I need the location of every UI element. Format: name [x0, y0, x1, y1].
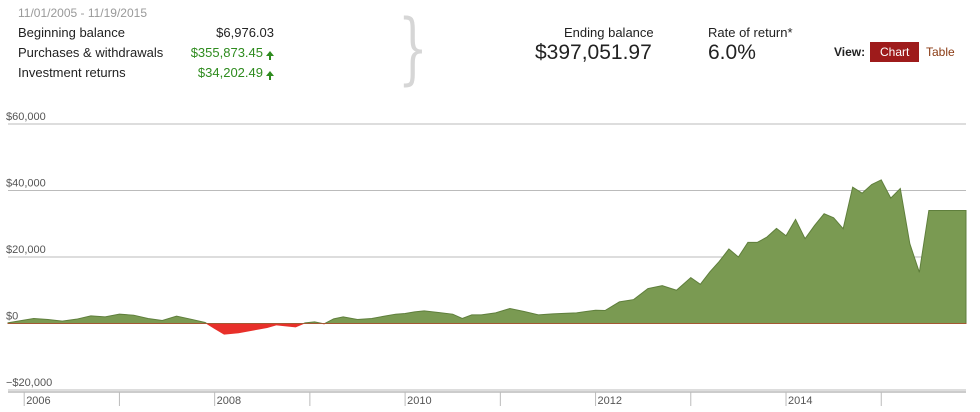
table-view-button[interactable]: Table	[926, 45, 955, 59]
x-tick-label: 2008	[217, 395, 241, 407]
y-tick-label: $40,000	[6, 178, 46, 190]
view-label: View:	[834, 45, 866, 59]
balance-area-chart: $60,000 $40,000 $20,000 $0 −$20,000 2006 2008 2…	[6, 111, 967, 407]
date-range: 11/01/2005 - 11/19/2015	[18, 6, 147, 20]
purchases-withdrawals-amount: $355,873.45	[190, 45, 263, 60]
chart-view-button[interactable]: Chart	[870, 42, 920, 62]
x-tick-label: 2012	[598, 395, 622, 407]
chart-axes: $60,000 $40,000 $20,000 $0 −$20,000 2006 2008 2…	[6, 111, 966, 407]
positive-area-series	[7, 179, 967, 324]
y-tick-label: $0	[6, 311, 18, 323]
investment-returns-value: $34,202.49	[144, 65, 274, 80]
beginning-balance-label: Beginning balance	[18, 25, 125, 40]
ending-balance-label: Ending balance	[564, 25, 654, 40]
up-arrow-icon	[266, 51, 274, 60]
y-tick-label: $60,000	[6, 111, 46, 123]
negative-area-series	[7, 323, 967, 335]
purchases-withdrawals-value: $355,873.45	[144, 45, 274, 60]
purchases-withdrawals-label: Purchases & withdrawals	[18, 45, 164, 60]
x-tick-label: 2010	[407, 395, 431, 407]
up-arrow-icon	[266, 71, 274, 80]
rate-of-return-label: Rate of return*	[708, 25, 793, 40]
x-tick-label: 2006	[26, 395, 50, 407]
y-tick-label: −$20,000	[6, 377, 52, 389]
investment-returns-label: Investment returns	[18, 65, 126, 80]
brace-divider-icon: }	[398, 4, 428, 94]
rate-of-return-value: 6.0%	[708, 41, 756, 64]
chart-areas	[7, 179, 967, 335]
beginning-balance-amount: $6,976.03	[216, 25, 274, 40]
y-tick-label: $20,000	[6, 244, 46, 256]
beginning-balance-value: $6,976.03	[144, 25, 274, 40]
x-tick-label: 2014	[788, 395, 812, 407]
ending-balance-value: $397,051.97	[535, 41, 652, 64]
investment-returns-amount: $34,202.49	[197, 65, 263, 80]
